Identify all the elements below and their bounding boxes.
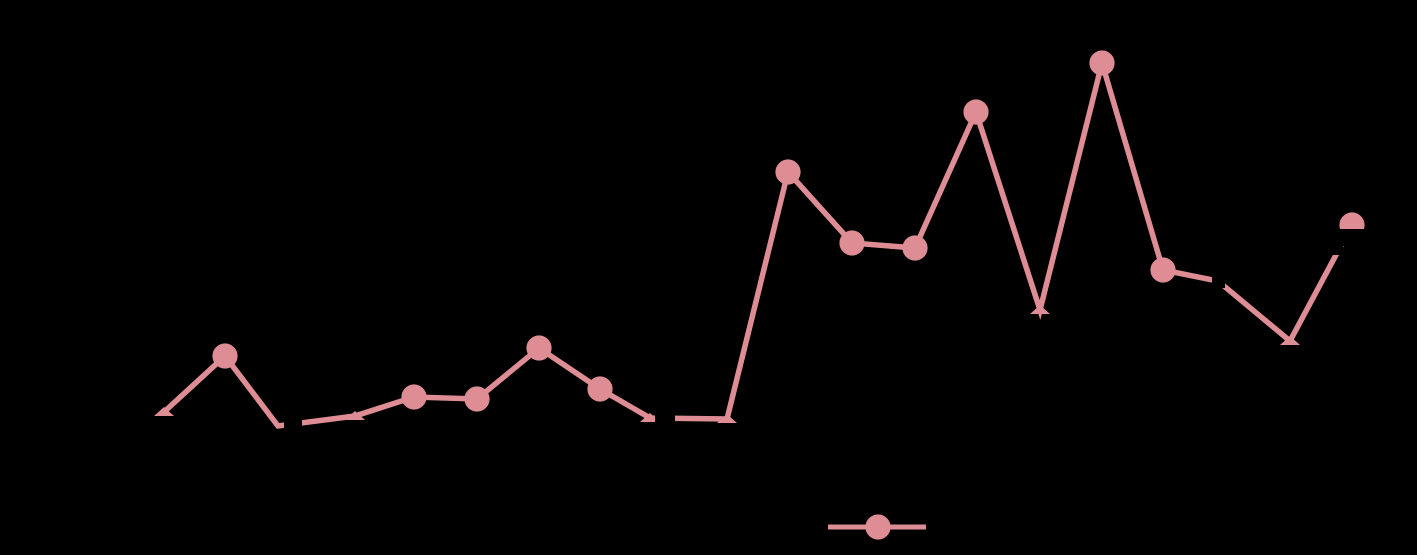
occlusion-mask (1337, 229, 1369, 246)
data-point-marker (464, 386, 490, 412)
data-point-marker (587, 376, 613, 402)
occlusion-mask (284, 418, 302, 432)
data-point-marker-partial (1280, 336, 1300, 345)
data-point-marker (839, 230, 865, 256)
data-point-marker (1150, 257, 1176, 283)
data-point-marker-partial (1030, 305, 1050, 314)
data-point-marker-partial (717, 414, 737, 423)
data-point-marker (401, 384, 427, 410)
data-point-marker (963, 99, 989, 125)
data-point-marker (526, 335, 552, 361)
occlusion-mask (655, 408, 675, 424)
data-point-marker (775, 159, 801, 185)
data-point-marker-partial (345, 411, 365, 420)
occlusion-mask (1212, 276, 1225, 288)
occlusion-mask (1331, 244, 1343, 255)
data-point-marker (212, 343, 238, 369)
data-point-marker-partial (154, 407, 174, 416)
data-point-marker (902, 235, 928, 261)
data-point-marker (1089, 50, 1115, 76)
series-line (162, 52, 1355, 429)
legend-key-marker (865, 514, 891, 540)
